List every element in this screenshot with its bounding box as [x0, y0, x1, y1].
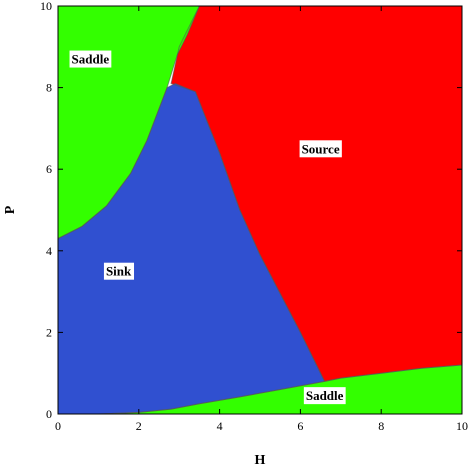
y-tick-label: 8 — [46, 81, 52, 95]
x-axis: 0 2 4 6 8 10 — [55, 6, 468, 433]
region-labels: Source Sink Saddle Saddle — [69, 50, 346, 405]
y-tick-label: 2 — [46, 325, 52, 339]
x-tick-label: 8 — [378, 419, 384, 433]
y-tick-label: 4 — [46, 244, 52, 258]
region-label-sink-1: Sink — [106, 264, 132, 279]
region-label-background-1 — [103, 262, 135, 280]
plot-frame — [57, 5, 463, 415]
x-tick-label: 6 — [297, 419, 303, 433]
y-tick-label: 10 — [40, 0, 52, 13]
x-axis-title: H — [255, 453, 266, 468]
region-boundary-2 — [58, 6, 200, 240]
x-tick-label: 2 — [136, 419, 142, 433]
y-tick-label: 0 — [46, 407, 52, 421]
regions-layer — [58, 6, 462, 414]
x-tick-label: 10 — [456, 419, 468, 433]
x-tick-label: 0 — [55, 419, 61, 433]
y-tick-label: 6 — [46, 162, 52, 176]
region-label-saddle-3: Saddle — [306, 388, 344, 403]
region-label-source-0: Source — [302, 141, 340, 156]
region-source-0 — [171, 6, 462, 382]
region-label-saddle-2: Saddle — [72, 52, 110, 67]
x-tick-label: 4 — [217, 419, 223, 433]
boundaries-layer — [58, 6, 462, 414]
region-label-background-3 — [303, 387, 346, 405]
region-label-background-0 — [299, 140, 342, 158]
region-sink-1 — [58, 83, 325, 414]
region-label-background-2 — [69, 50, 112, 68]
region-boundary-3 — [58, 364, 462, 414]
y-axis-title: P — [3, 205, 18, 214]
region-saddle-3 — [58, 365, 462, 414]
y-axis: 0 2 4 6 8 10 — [40, 0, 462, 421]
